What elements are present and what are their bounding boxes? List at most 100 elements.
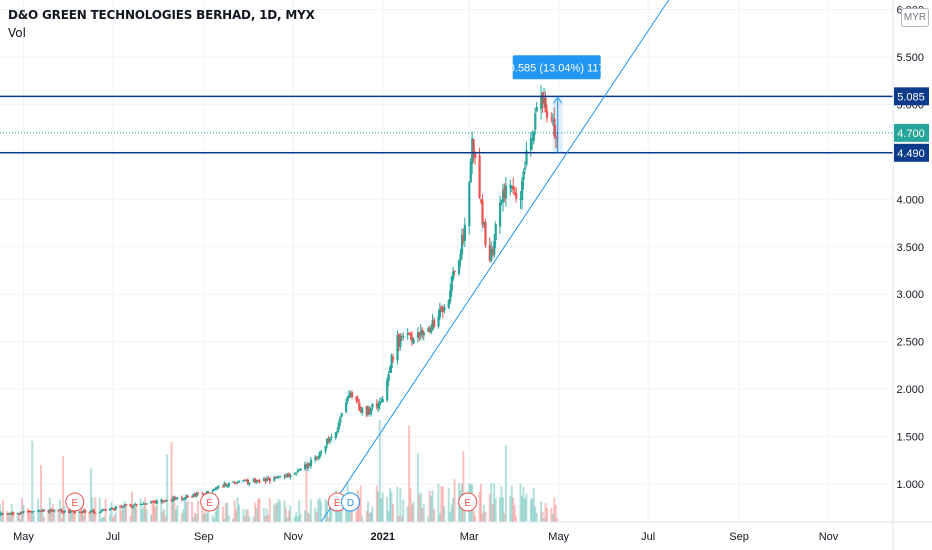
candle-body [519,198,522,200]
candle-body [361,407,364,413]
candle-body [79,511,82,513]
candle-body [402,336,405,338]
volume-bar [324,498,327,522]
candle-body [233,482,236,484]
candle-body [132,505,135,508]
candle-body [525,150,528,165]
event-marker[interactable] [200,492,220,512]
candle-body [119,506,122,508]
candle-body [431,320,434,331]
currency-badge[interactable]: MYR [901,8,929,27]
candle-body [501,190,505,203]
volume-bar [500,486,503,522]
volume-bar [298,500,301,522]
volume-bar [422,503,425,522]
event-marker[interactable] [65,492,85,512]
candle-body [145,503,148,505]
volume-bar [303,510,306,522]
event-marker[interactable] [458,492,478,512]
candle-body [510,186,513,188]
event-marker[interactable] [340,492,360,512]
measure-arrowhead [553,96,563,104]
volume-bar [235,509,238,522]
candle-body [191,496,194,498]
volume-bar [216,499,219,522]
volume-bar [163,509,166,522]
volume-bar [462,450,465,522]
candle-body [328,438,332,442]
volume-bar [387,510,390,522]
candle-body [295,472,298,474]
candle-body [478,155,481,198]
candle-body [482,221,486,225]
x-tick-label: Sep [194,531,214,543]
volume-bar [92,508,95,522]
volume-bar [60,518,63,522]
candle-body [512,185,515,190]
candle-body [314,456,317,460]
volume-bar [67,504,70,522]
volume-bar [233,500,236,522]
volume-bar [258,497,261,522]
candle-body [494,223,497,240]
volume-bar [267,514,270,522]
volume-bar [245,509,248,522]
volume-bar [98,497,101,522]
candle-body [411,336,414,342]
x-tick-label: 2021 [370,531,394,543]
volume-bar [122,508,125,522]
candle-body [42,510,46,512]
candle-body [173,496,176,500]
candle-body [92,510,96,513]
candle-body [386,380,389,401]
volume-bar [409,488,412,522]
volume-bar [246,509,249,522]
candle-body [7,513,10,515]
volume-bar [224,502,227,522]
volume-bar [9,514,12,522]
candle-body [381,399,384,402]
volume-bar [317,499,320,522]
candle-body [224,483,228,487]
candle-body [503,188,506,199]
volume-bar [141,508,144,522]
candle-body [400,336,403,338]
candle-body [553,118,556,136]
volume-bar [289,505,292,522]
volume-bar [525,493,528,522]
candle-body [267,477,270,479]
candle-body [194,493,197,497]
volume-bar [142,505,145,522]
volume-bar [195,514,198,522]
volume-bar [400,516,403,522]
candle-body [347,394,351,398]
volume-bar [375,485,378,522]
candle-body [114,506,118,510]
candle-body [471,138,474,164]
volume-bar [299,513,302,522]
candle-body [113,509,116,511]
volume-bar [18,514,21,522]
volume-bar [236,497,239,522]
candle-body [84,510,87,513]
candle-body [135,504,138,506]
volume-bar [42,516,45,522]
volume-bar [211,515,214,522]
candle-body [154,501,157,504]
volume-bar [0,511,3,522]
y-tick-label: 3.000 [896,289,924,301]
x-tick-label: Sep [729,531,749,543]
volume-bar [328,504,331,522]
volume-bar [221,506,224,522]
candle-body [67,510,71,514]
volume-bar [144,497,147,522]
volume-bar [89,468,92,522]
candle-body [152,501,156,503]
price-label-bg [894,87,929,106]
candle-body [258,481,261,483]
candle-body [57,510,60,512]
candle-body [462,235,465,241]
candle-body [205,491,208,495]
